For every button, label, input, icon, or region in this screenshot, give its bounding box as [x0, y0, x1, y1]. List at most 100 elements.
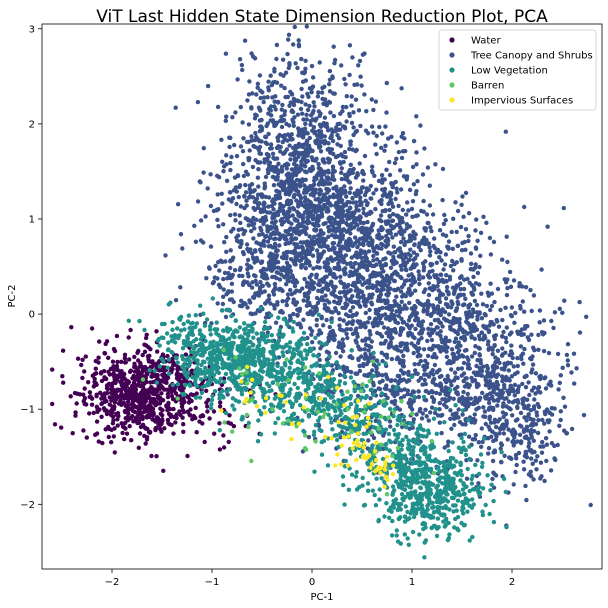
data-point	[327, 194, 333, 200]
data-point	[511, 427, 516, 432]
data-point	[379, 173, 385, 178]
data-point	[440, 412, 445, 418]
data-point	[286, 296, 291, 301]
data-point	[526, 380, 531, 385]
data-point	[158, 397, 163, 402]
data-point	[295, 313, 300, 318]
data-point	[430, 287, 435, 293]
data-point	[358, 220, 364, 225]
data-point	[366, 438, 371, 443]
data-point	[200, 421, 205, 426]
data-point	[393, 288, 399, 293]
data-point	[389, 276, 394, 281]
data-point	[500, 317, 505, 323]
data-point	[132, 354, 137, 360]
data-point	[429, 262, 435, 267]
data-point	[333, 203, 338, 208]
data-point	[391, 244, 396, 249]
data-point	[437, 228, 443, 233]
data-point	[488, 252, 494, 257]
data-point	[240, 250, 246, 255]
data-point	[231, 226, 236, 232]
data-point	[93, 366, 99, 371]
data-point	[470, 292, 476, 297]
data-point	[541, 318, 547, 323]
data-point	[255, 290, 261, 295]
data-point	[291, 194, 296, 200]
data-point	[350, 312, 355, 318]
data-point	[234, 201, 239, 207]
data-point	[352, 82, 357, 88]
data-point	[429, 327, 434, 332]
data-point	[312, 223, 317, 228]
data-point	[131, 404, 137, 409]
data-point	[221, 169, 226, 174]
data-point	[171, 431, 176, 436]
data-point	[299, 159, 304, 164]
data-point	[346, 209, 351, 214]
data-point	[462, 337, 467, 343]
data-point	[136, 348, 141, 354]
data-point	[97, 407, 102, 412]
data-point	[446, 439, 451, 445]
data-point	[245, 262, 250, 267]
data-point	[411, 229, 416, 235]
data-point	[503, 129, 508, 134]
data-point	[337, 317, 342, 322]
data-point	[473, 432, 478, 438]
data-point	[296, 224, 301, 229]
data-point	[484, 379, 489, 384]
data-point	[524, 424, 530, 429]
data-point	[316, 282, 321, 287]
data-point	[316, 181, 322, 187]
data-point	[455, 299, 460, 305]
data-point	[287, 192, 292, 197]
data-point	[73, 413, 78, 418]
data-point	[120, 430, 125, 436]
data-point	[107, 395, 112, 400]
data-point	[349, 94, 354, 99]
data-point	[493, 431, 498, 436]
data-point	[501, 431, 507, 436]
data-point	[416, 394, 422, 400]
data-point	[455, 375, 460, 381]
data-point	[246, 92, 252, 97]
data-point	[303, 66, 308, 72]
data-point	[472, 412, 477, 417]
data-point	[374, 262, 379, 267]
data-point	[410, 199, 416, 204]
data-point	[417, 241, 422, 246]
data-point	[505, 259, 510, 265]
data-point	[377, 386, 383, 392]
data-point	[285, 51, 290, 57]
data-point	[311, 353, 316, 358]
data-point	[350, 195, 355, 201]
data-point	[149, 453, 154, 459]
data-point	[273, 236, 278, 241]
data-point	[347, 146, 352, 152]
data-point	[273, 212, 278, 218]
data-point	[201, 240, 206, 245]
data-point	[377, 306, 382, 312]
data-point	[253, 130, 258, 136]
data-point	[330, 245, 336, 250]
data-point	[315, 259, 321, 264]
data-point	[515, 363, 520, 369]
data-point	[346, 227, 351, 233]
data-point	[274, 227, 279, 232]
data-point	[403, 267, 409, 272]
data-point	[142, 342, 147, 347]
data-point	[303, 158, 309, 164]
data-point	[309, 272, 314, 277]
data-point	[277, 194, 282, 200]
data-point	[430, 368, 435, 373]
data-point	[344, 94, 349, 99]
data-point	[339, 176, 344, 182]
data-point	[340, 349, 346, 354]
data-point	[152, 372, 157, 377]
data-point	[404, 176, 409, 181]
data-point	[242, 301, 247, 306]
data-point	[251, 236, 256, 241]
data-point	[330, 138, 336, 144]
data-point	[555, 351, 561, 357]
